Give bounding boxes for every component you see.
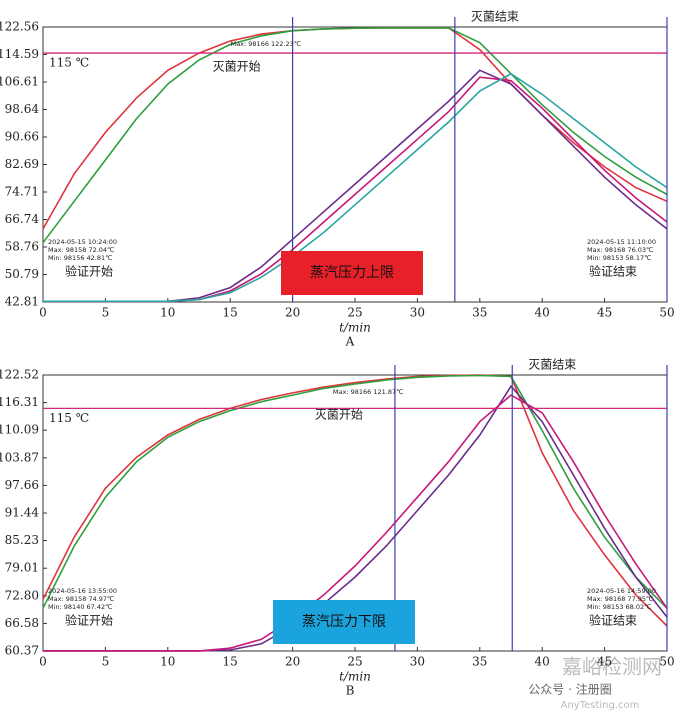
y-tick-label: 60.37 bbox=[5, 644, 39, 658]
y-tick-label: 85.23 bbox=[5, 533, 39, 547]
x-tick-label: 45 bbox=[597, 655, 612, 669]
readout: Max: 98168 76.03℃ bbox=[587, 246, 653, 254]
readout: 2024-05-15 10:24:00 bbox=[48, 238, 117, 246]
x-tick-label: 30 bbox=[410, 655, 425, 669]
readout: Min: 98153 68.02℃ bbox=[587, 603, 651, 611]
x-tick-label: 20 bbox=[285, 306, 300, 320]
y-tick-label: 58.76 bbox=[5, 240, 39, 254]
readout: 2024-05-15 11:10:00 bbox=[587, 238, 656, 246]
x-tick-label: 5 bbox=[102, 306, 110, 320]
readout: Max: 98166 121.87℃ bbox=[333, 388, 403, 396]
x-tick-label: 35 bbox=[472, 306, 487, 320]
readout: Max: 98158 72.04℃ bbox=[48, 246, 114, 254]
y-tick-label: 110.09 bbox=[0, 423, 39, 437]
phase-note: 验证开始 bbox=[65, 264, 113, 279]
y-tick-label: 114.59 bbox=[0, 47, 39, 61]
x-axis-label: t/min bbox=[339, 321, 371, 335]
x-tick-label: 20 bbox=[285, 655, 300, 669]
condition-box bbox=[273, 600, 415, 644]
y-tick-label: 50.79 bbox=[5, 267, 39, 281]
condition-label: 蒸汽压力下限 bbox=[302, 614, 386, 630]
y-tick-label: 122.52 bbox=[0, 368, 39, 382]
limit-label: 115 ℃ bbox=[49, 411, 89, 425]
phase-note: 验证结束 bbox=[589, 264, 637, 279]
readout: 2024-05-16 13:55:00 bbox=[48, 587, 117, 595]
y-tick-label: 98.64 bbox=[5, 102, 40, 116]
y-tick-label: 106.61 bbox=[0, 75, 39, 89]
watermark: AnyTesting.com bbox=[561, 700, 640, 711]
readout: 2024-05-16 14:59:00 bbox=[587, 587, 656, 595]
x-axis-label: t/min bbox=[339, 670, 371, 684]
watermark: 公众号 · 注册圈 bbox=[528, 682, 611, 697]
y-tick-label: 82.69 bbox=[5, 157, 39, 171]
condition-label: 蒸汽压力上限 bbox=[310, 265, 394, 281]
x-tick-label: 10 bbox=[160, 655, 175, 669]
y-tick-label: 116.31 bbox=[0, 395, 39, 409]
condition-box bbox=[281, 251, 423, 295]
readout: Max: 98168 77.95℃ bbox=[587, 595, 653, 603]
phase-note: 灭菌结束 bbox=[471, 10, 519, 24]
data-line bbox=[42, 374, 668, 627]
x-tick-label: 45 bbox=[597, 306, 612, 320]
y-tick-label: 66.58 bbox=[5, 616, 39, 630]
y-tick-label: 97.66 bbox=[5, 478, 39, 492]
data-line bbox=[42, 374, 668, 609]
data-line bbox=[43, 394, 668, 652]
readout: Max: 98166 122.23℃ bbox=[231, 40, 301, 48]
x-tick-label: 25 bbox=[347, 655, 362, 669]
data-line bbox=[42, 27, 668, 244]
readout: Min: 98140 67.42℃ bbox=[48, 603, 112, 611]
y-tick-label: 91.44 bbox=[5, 506, 40, 520]
x-tick-label: 5 bbox=[102, 655, 110, 669]
x-tick-label: 0 bbox=[39, 655, 47, 669]
y-tick-label: 72.80 bbox=[5, 588, 39, 602]
x-tick-label: 0 bbox=[39, 306, 47, 320]
x-tick-label: 30 bbox=[410, 306, 425, 320]
x-tick-label: 25 bbox=[347, 306, 362, 320]
y-tick-label: 74.71 bbox=[5, 185, 39, 199]
phase-note: 灭菌结束 bbox=[528, 358, 576, 372]
limit-label: 115 ℃ bbox=[49, 56, 89, 70]
x-tick-label: 40 bbox=[535, 655, 550, 669]
data-line bbox=[43, 72, 668, 303]
y-tick-label: 103.87 bbox=[0, 450, 39, 464]
x-tick-label: 10 bbox=[160, 306, 175, 320]
watermark: 嘉峪检测网 bbox=[562, 655, 662, 679]
readout: Min: 98153 58.17℃ bbox=[587, 254, 651, 262]
x-tick-label: 50 bbox=[659, 306, 674, 320]
y-tick-label: 122.56 bbox=[0, 20, 39, 34]
phase-note: 灭菌开始 bbox=[315, 408, 363, 422]
phase-note: 验证结束 bbox=[589, 613, 637, 628]
x-tick-label: 40 bbox=[535, 306, 550, 320]
readout: Min: 98156 42.81℃ bbox=[48, 254, 112, 262]
x-tick-label: 50 bbox=[659, 655, 674, 669]
x-tick-label: 15 bbox=[223, 306, 238, 320]
panel-label: B bbox=[346, 684, 355, 698]
y-tick-label: 42.81 bbox=[5, 295, 39, 309]
phase-note: 验证开始 bbox=[65, 613, 113, 628]
readout: Max: 98158 74.97℃ bbox=[48, 595, 114, 603]
y-tick-label: 79.01 bbox=[5, 561, 39, 575]
panel-label: A bbox=[345, 335, 355, 349]
phase-note: 灭菌开始 bbox=[213, 60, 261, 74]
y-tick-label: 66.74 bbox=[5, 212, 40, 226]
data-line bbox=[42, 27, 668, 230]
x-tick-label: 15 bbox=[223, 655, 238, 669]
y-tick-label: 90.66 bbox=[5, 130, 39, 144]
x-tick-label: 35 bbox=[472, 655, 487, 669]
